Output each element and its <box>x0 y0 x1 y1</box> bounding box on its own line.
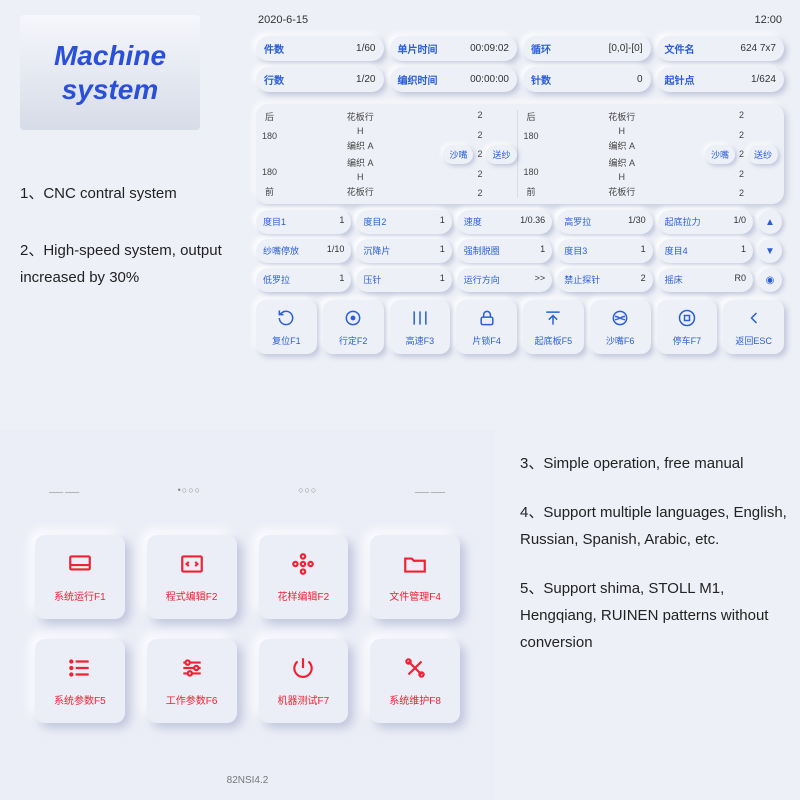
feed-yarn-button[interactable]: 送纱 <box>748 145 778 164</box>
info-pill[interactable]: 编织时间00:00:00 <box>390 67 518 92</box>
fkey-target[interactable]: 行定F2 <box>323 300 384 354</box>
stop-icon <box>677 308 697 330</box>
menu-pattern[interactable]: 花样编辑F2 <box>259 535 349 619</box>
menu-monitor[interactable]: 系统运行F1 <box>35 535 125 619</box>
page-title: Machine system <box>20 39 200 106</box>
menu-tools[interactable]: 系统维护F8 <box>370 639 460 723</box>
param-pill[interactable]: 低罗拉1 <box>256 268 351 292</box>
param-pill[interactable]: 禁止探针2 <box>557 268 652 292</box>
monitor-icon <box>67 551 93 580</box>
function-key-row: 复位F1行定F2高速F3片锁F4起底板F5沙嘴F6停车F7返回ESC <box>250 292 790 354</box>
tools-icon <box>402 655 428 684</box>
feed-yarn-button[interactable]: 送纱 <box>486 145 516 164</box>
info-pill[interactable]: 行数1/20 <box>256 67 384 92</box>
info-pill[interactable]: 针数0 <box>523 67 651 92</box>
folder-icon <box>402 551 428 580</box>
param-pill[interactable]: 纱嘴停放1/10 <box>256 239 351 263</box>
side-button[interactable]: ▲ <box>758 210 782 234</box>
param-grid: 度目11度目21速度1/0.36高罗拉1/30起底拉力1/0▲ 纱嘴停放1/10沉… <box>250 210 790 292</box>
fkey-lock[interactable]: 片锁F4 <box>456 300 517 354</box>
fkey-stop[interactable]: 停车F7 <box>657 300 718 354</box>
fkey-reset[interactable]: 复位F1 <box>256 300 317 354</box>
date-label: 2020-6-15 <box>258 14 308 26</box>
info-row-2: 行数1/20 编织时间00:00:00 针数0 起针点1/624 <box>250 67 790 98</box>
menu-list[interactable]: 系统参数F5 <box>35 639 125 723</box>
feature-4: 4、Support multiple languages, English, R… <box>520 499 795 553</box>
info-pill[interactable]: 件数1/60 <box>256 36 384 61</box>
menu-code[interactable]: 程式编辑F2 <box>147 535 237 619</box>
cnc-panel: 2020-6-15 12:00 件数1/60 单片时间00:09:02 循环[0… <box>250 10 790 425</box>
feature-2: 2、High-speed system, output increased by… <box>20 237 240 291</box>
param-pill[interactable]: 起底拉力1/0 <box>658 210 753 234</box>
status-bar: 2020-6-15 12:00 <box>250 10 790 36</box>
feature-5: 5、Support shima, STOLL M1, Hengqiang, RU… <box>520 575 795 656</box>
list-icon <box>67 655 93 684</box>
menu-grid: 系统运行F1 程式编辑F2 花样编辑F2文件管理F4 系统参数F5 工作参数F6 机器测试… <box>35 535 460 723</box>
menu-power[interactable]: 机器测试F7 <box>259 639 349 723</box>
pattern-icon <box>290 551 316 580</box>
param-pill[interactable]: 度目41 <box>658 239 753 263</box>
param-pill[interactable]: 运行方向>> <box>457 268 552 292</box>
param-pill[interactable]: 摇床R0 <box>658 268 753 292</box>
target-icon <box>343 308 363 330</box>
menu-folder[interactable]: 文件管理F4 <box>370 535 460 619</box>
info-row-1: 件数1/60 单片时间00:09:02 循环[0,0]-[0] 文件名624 7… <box>250 36 790 67</box>
fkey-back[interactable]: 返回ESC <box>723 300 784 354</box>
info-pill[interactable]: 文件名624 7x7 <box>657 36 785 61</box>
feature-list-right: 3、Simple operation, free manual 4、Suppor… <box>520 450 795 678</box>
feature-1: 1、CNC contral system <box>20 180 240 207</box>
fkey-up[interactable]: 起底板F5 <box>523 300 584 354</box>
time-label: 12:00 <box>754 14 782 26</box>
param-pill[interactable]: 度目11 <box>256 210 351 234</box>
code-icon <box>179 551 205 580</box>
param-pill[interactable]: 压针1 <box>356 268 451 292</box>
param-pill[interactable]: 度目21 <box>356 210 451 234</box>
info-pill[interactable]: 循环[0,0]-[0] <box>523 36 651 61</box>
param-pill[interactable]: 速度1/0.36 <box>457 210 552 234</box>
param-pill[interactable]: 沉降片1 <box>356 239 451 263</box>
knit-diagram: 后180 180前 花板行H编织 A编织 AH花板行 沙嘴 22222 送纱 后… <box>256 104 784 204</box>
side-button[interactable]: ◉ <box>758 268 782 292</box>
yarn-nozzle-button[interactable]: 沙嘴 <box>705 145 735 164</box>
title-block: Machine system <box>20 15 200 130</box>
sliders-icon <box>179 655 205 684</box>
power-icon <box>290 655 316 684</box>
param-pill[interactable]: 度目31 <box>557 239 652 263</box>
fkey-speed[interactable]: 高速F3 <box>390 300 451 354</box>
feature-list-left: 1、CNC contral system 2、High-speed system… <box>20 180 240 321</box>
info-pill[interactable]: 单片时间00:09:02 <box>390 36 518 61</box>
lock-icon <box>477 308 497 330</box>
fkey-yarn[interactable]: 沙嘴F6 <box>590 300 651 354</box>
version-label: 82NSI4.2 <box>0 775 495 786</box>
yarn-nozzle-button[interactable]: 沙嘴 <box>443 145 473 164</box>
feature-3: 3、Simple operation, free manual <box>520 450 795 477</box>
info-pill[interactable]: 起针点1/624 <box>657 67 785 92</box>
param-pill[interactable]: 强制脱圈1 <box>457 239 552 263</box>
side-button[interactable]: ▼ <box>758 239 782 263</box>
speed-icon <box>410 308 430 330</box>
yarn-icon <box>610 308 630 330</box>
reset-icon <box>276 308 296 330</box>
up-icon <box>543 308 563 330</box>
menu-sliders[interactable]: 工作参数F6 <box>147 639 237 723</box>
decor-bar: ⸺⸺ •○○○ ○○○ ⸺⸺ <box>0 485 495 498</box>
param-pill[interactable]: 高罗拉1/30 <box>557 210 652 234</box>
menu-panel: ⸺⸺ •○○○ ○○○ ⸺⸺ 系统运行F1程式编辑F2花样编辑F2文件管理F4系… <box>0 430 495 800</box>
back-icon <box>744 308 764 330</box>
